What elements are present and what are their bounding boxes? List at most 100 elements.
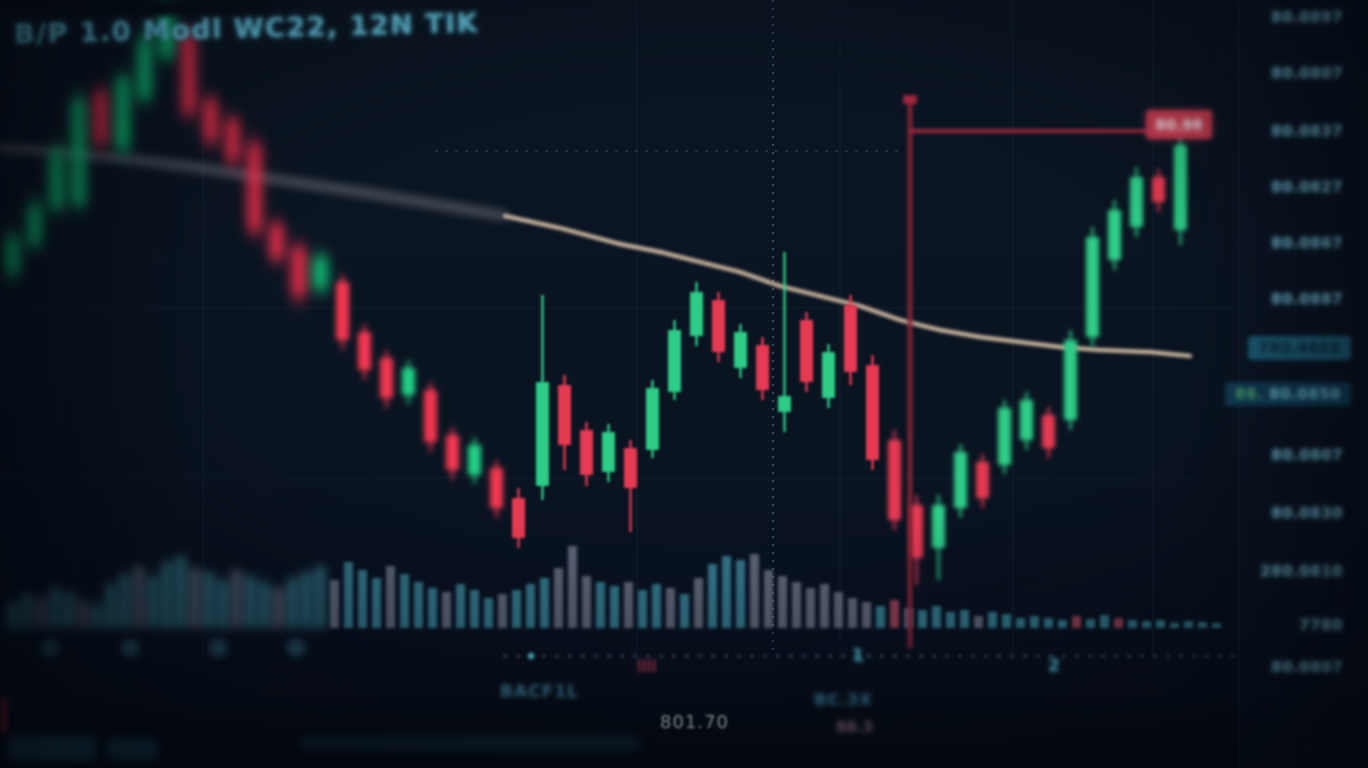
volume-bar bbox=[652, 584, 661, 628]
timeline-dot bbox=[1179, 654, 1183, 658]
candle-body bbox=[72, 100, 85, 204]
candle-body bbox=[358, 332, 371, 370]
timeline-dot-blurred bbox=[121, 639, 139, 657]
price-label-text: 80.0867 bbox=[1271, 234, 1343, 252]
timeline-dot bbox=[542, 654, 546, 658]
candle-body bbox=[690, 292, 703, 336]
volume-bar bbox=[932, 606, 941, 628]
candle-body bbox=[1174, 145, 1187, 230]
volume-bar bbox=[1072, 616, 1081, 628]
timeline-dot bbox=[1140, 654, 1144, 658]
volume-bar bbox=[820, 584, 829, 628]
timeline-dot bbox=[789, 654, 793, 658]
timeline-dot bbox=[503, 654, 507, 658]
volume-bar bbox=[372, 578, 381, 628]
volume-bar bbox=[134, 566, 143, 628]
timeline-dot bbox=[932, 654, 936, 658]
price-label-text: 80.0897 bbox=[1271, 8, 1343, 26]
volume-bar bbox=[330, 580, 339, 628]
price-label-text: 80.0807 bbox=[1271, 64, 1343, 82]
candle-body bbox=[468, 445, 481, 475]
timeline-dot bbox=[581, 654, 585, 658]
volume-bar bbox=[764, 570, 773, 628]
volume-bar bbox=[1016, 618, 1025, 628]
timeline-dot bbox=[763, 654, 767, 658]
timeline-dot bbox=[1114, 654, 1118, 658]
volume-bar bbox=[386, 566, 395, 628]
price-axis-label: 80.0807 bbox=[1271, 656, 1343, 678]
volume-bar bbox=[316, 566, 325, 628]
candle-body bbox=[50, 152, 63, 208]
volume-bar bbox=[302, 572, 311, 628]
price-label-text: 780.4888 bbox=[1258, 339, 1341, 357]
candle-body bbox=[138, 40, 151, 98]
bottom-toolbar-pill-primary[interactable] bbox=[8, 735, 96, 761]
candle-body bbox=[336, 282, 349, 340]
price-label-text: 80.0827 bbox=[1271, 178, 1343, 196]
price-axis-label: 80.0887 bbox=[1271, 288, 1343, 310]
timeline-dot bbox=[698, 654, 702, 658]
volume-bar bbox=[638, 590, 647, 628]
candle-body bbox=[292, 248, 305, 295]
timeline-dot bbox=[802, 654, 806, 658]
volume-bar bbox=[554, 568, 563, 628]
volume-bar bbox=[50, 588, 59, 628]
timeline-dot bbox=[815, 654, 819, 658]
volume-bar bbox=[358, 570, 367, 628]
candle-body bbox=[270, 225, 283, 258]
timeline-dot bbox=[854, 654, 858, 658]
candle-body bbox=[778, 396, 791, 412]
volume-bar bbox=[1128, 620, 1137, 628]
volume-bar bbox=[106, 584, 115, 628]
volume-bar bbox=[456, 584, 465, 628]
candle-body bbox=[1108, 210, 1121, 260]
candle-body bbox=[734, 332, 747, 368]
candle-body bbox=[446, 435, 459, 470]
candle-body bbox=[1042, 415, 1055, 448]
timeline-dot bbox=[984, 654, 988, 658]
volume-bar bbox=[1212, 623, 1221, 628]
candle-body bbox=[248, 145, 261, 230]
candle-body bbox=[512, 498, 525, 538]
volume-bar bbox=[470, 590, 479, 628]
volume-bar bbox=[960, 610, 969, 628]
timeline-dots bbox=[503, 652, 1235, 660]
candle-body bbox=[888, 440, 901, 520]
volume-bar bbox=[8, 602, 17, 628]
candle-body bbox=[756, 345, 769, 390]
candle-body bbox=[6, 238, 19, 272]
footer-label-center: 801.70 bbox=[660, 712, 729, 733]
bottom-toolbar-pill-secondary[interactable] bbox=[106, 738, 158, 760]
candle-body bbox=[226, 120, 239, 160]
moving-average-line bbox=[0, 145, 508, 219]
volume-bar bbox=[92, 604, 101, 628]
timeline-dot bbox=[516, 654, 520, 658]
volume-bar bbox=[1100, 615, 1109, 628]
timeline-dot bbox=[1231, 654, 1235, 658]
candle-body bbox=[954, 452, 967, 508]
candle-body bbox=[160, 4, 173, 56]
candle-body bbox=[998, 408, 1011, 465]
timeline-dot bbox=[867, 654, 871, 658]
timeline-dot bbox=[1023, 654, 1027, 658]
timeline-red-tick bbox=[643, 659, 646, 672]
timeline-dot-blurred bbox=[287, 639, 305, 657]
volume-bars-far bbox=[8, 556, 325, 628]
timeline-dot bbox=[841, 654, 845, 658]
timeline-dot bbox=[919, 654, 923, 658]
timeline-dot bbox=[1192, 654, 1196, 658]
candle-body bbox=[976, 462, 989, 498]
volume-bar bbox=[918, 610, 927, 628]
timeline-dot bbox=[776, 654, 780, 658]
volume-bar bbox=[582, 576, 591, 628]
timeline-dot bbox=[906, 654, 910, 658]
timeline-dot bbox=[1101, 654, 1105, 658]
candle-body bbox=[1064, 340, 1077, 420]
volume-bar bbox=[498, 594, 507, 628]
price-label-text: 80.0837 bbox=[1271, 122, 1343, 140]
timeline-dot bbox=[672, 654, 676, 658]
timeline-dot bbox=[711, 654, 715, 658]
volume-bar bbox=[484, 598, 493, 628]
